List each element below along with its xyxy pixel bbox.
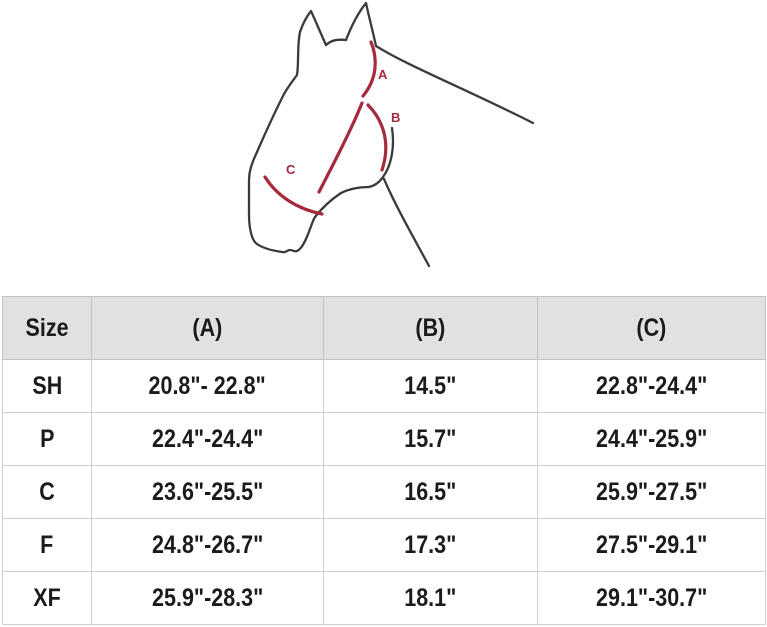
cell-size: XF (2, 571, 92, 625)
size-table: Size (A) (B) (C) SH 20.8"- 22.8" 14.5" 2… (2, 296, 766, 625)
cell-a: 24.8"-26.7" (91, 518, 324, 572)
cell-size: F (2, 518, 92, 572)
horse-face-outline (247, 30, 343, 254)
horse-cheek-curve (367, 126, 395, 189)
cell-c: 25.9"-27.5" (537, 465, 766, 519)
cell-a: 25.9"-28.3" (91, 571, 324, 625)
horse-head-diagram: A B C (0, 0, 767, 296)
cell-c: 27.5"-29.1" (537, 518, 766, 572)
cell-a: 20.8"- 22.8" (91, 359, 324, 413)
table-row-sh: SH 20.8"- 22.8" 14.5" 22.8"-24.4" (2, 359, 766, 413)
cell-size: C (2, 465, 92, 519)
cell-b: 18.1" (323, 571, 538, 625)
cell-size: SH (2, 359, 92, 413)
halter-crown-strap-A (361, 40, 377, 98)
col-header-c: (C) (537, 296, 766, 360)
size-table-container: Size (A) (B) (C) SH 20.8"- 22.8" 14.5" 2… (2, 296, 766, 625)
horse-jowl-line (339, 185, 371, 195)
measurement-label-b: B (391, 110, 400, 125)
cell-size: P (2, 412, 92, 466)
cell-c: 22.8"-24.4" (537, 359, 766, 413)
table-row-c: C 23.6"-25.5" 16.5" 25.9"-27.5" (2, 465, 766, 519)
cell-b: 16.5" (323, 465, 538, 519)
cell-a: 22.4"-24.4" (91, 412, 324, 466)
halter-cheek-strap (317, 101, 364, 194)
cell-c: 29.1"-30.7" (537, 571, 766, 625)
halter-noseband-C (263, 175, 324, 216)
horse-right-ear (344, 1, 378, 48)
col-header-b: (B) (323, 296, 538, 360)
halter-throat-strap-B (366, 103, 388, 172)
horse-poll (324, 38, 348, 47)
horse-neck-top-line (374, 44, 535, 125)
cell-b: 17.3" (323, 518, 538, 572)
table-row-xf: XF 25.9"-28.3" 18.1" 29.1"-30.7" (2, 571, 766, 625)
measurement-label-c: C (286, 162, 296, 177)
horse-left-ear (298, 9, 328, 47)
header-row: Size (A) (B) (C) (2, 296, 766, 360)
cell-b: 15.7" (323, 412, 538, 466)
table-row-f: F 24.8"-26.7" 17.3" 27.5"-29.1" (2, 518, 766, 572)
cell-c: 24.4"-25.9" (537, 412, 766, 466)
col-header-a: (A) (91, 296, 324, 360)
table-row-p: P 22.4"-24.4" 15.7" 24.4"-25.9" (2, 412, 766, 466)
cell-b: 14.5" (323, 359, 538, 413)
horse-head-svg: A B C (247, 1, 535, 268)
horse-chest-line (382, 177, 431, 268)
col-header-size: Size (2, 296, 92, 360)
cell-a: 23.6"-25.5" (91, 465, 324, 519)
measurement-label-a: A (378, 67, 388, 82)
